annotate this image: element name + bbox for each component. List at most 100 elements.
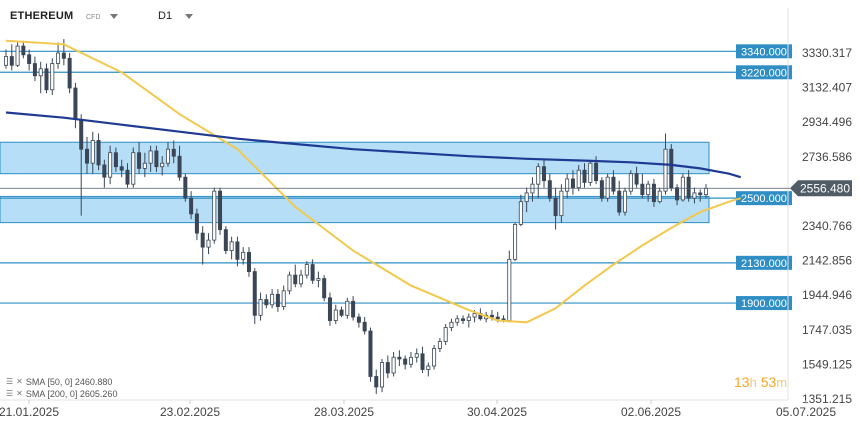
candle-body bbox=[368, 330, 373, 377]
level-tag bbox=[736, 44, 792, 59]
timer-hours: 13 bbox=[734, 374, 750, 390]
candle-body bbox=[362, 321, 367, 332]
candle-body bbox=[316, 278, 321, 281]
candle-body bbox=[113, 152, 118, 168]
candle-body bbox=[461, 318, 466, 321]
timer-minutes: 53 bbox=[760, 374, 777, 390]
candle-body bbox=[84, 148, 89, 164]
candle-body bbox=[345, 300, 350, 316]
y-tick-label: 1747.035 bbox=[802, 323, 852, 337]
candle-body bbox=[108, 152, 113, 178]
candle-body bbox=[686, 176, 691, 199]
level-tag bbox=[736, 255, 792, 270]
indicator-row-sma200: ☰ ✕ SMA [200, 0] 2605.260 bbox=[6, 388, 117, 400]
candle-body bbox=[206, 239, 211, 248]
candle-body bbox=[380, 362, 385, 388]
level-label: 1900.000 bbox=[741, 298, 787, 310]
candle-body bbox=[96, 140, 101, 166]
level-label: 2130.000 bbox=[741, 258, 787, 270]
candle-body bbox=[102, 164, 107, 178]
indicator-label: SMA [200, 0] 2605.260 bbox=[25, 389, 118, 399]
candle-body bbox=[183, 176, 188, 199]
zone-box bbox=[0, 195, 710, 224]
time-axis: 21.01.2025 23.02.2025 28.03.2025 30.04.2025… bbox=[0, 400, 836, 419]
indicator-row-sma50: ☰ ✕ SMA [50, 0] 2460.880 bbox=[6, 376, 117, 388]
candle-body bbox=[443, 327, 448, 342]
x-tick-label: 21.01.2025 bbox=[0, 405, 59, 419]
timeframe-dropdown-icon[interactable] bbox=[185, 14, 193, 19]
candle-body bbox=[403, 358, 408, 365]
candle-body bbox=[177, 155, 182, 178]
candle-body bbox=[466, 316, 471, 321]
candle-body bbox=[698, 192, 703, 196]
candle-body bbox=[218, 190, 223, 231]
candle-body bbox=[160, 162, 165, 168]
candle-body bbox=[200, 232, 205, 248]
timeframe-selector[interactable]: D1 bbox=[158, 10, 173, 22]
candle-body bbox=[547, 180, 552, 199]
candle-body bbox=[333, 309, 338, 321]
y-tick-label: 2934.496 bbox=[802, 115, 852, 129]
candle-body bbox=[252, 271, 257, 316]
candle-body bbox=[489, 314, 494, 318]
remove-icon[interactable]: ✕ bbox=[16, 389, 23, 398]
y-tick-label: 1351.215 bbox=[802, 392, 852, 406]
candle-countdown: 13h 53m bbox=[734, 374, 787, 390]
level-label: 3340.000 bbox=[741, 46, 787, 58]
candle-body bbox=[212, 190, 217, 241]
candle-body bbox=[223, 229, 228, 252]
current-price-label: 2556.480 bbox=[800, 181, 850, 195]
candle-body bbox=[165, 148, 170, 164]
candle-body bbox=[704, 187, 709, 196]
x-tick-label: 28.03.2025 bbox=[314, 405, 374, 419]
candle-body bbox=[640, 183, 645, 196]
candle-body bbox=[570, 178, 575, 189]
sma-lines bbox=[5, 39, 742, 324]
candle-body bbox=[61, 52, 66, 59]
candle-body bbox=[426, 365, 431, 370]
candle-body bbox=[44, 68, 49, 91]
instrument-type: CFD bbox=[86, 14, 101, 21]
candle-body bbox=[339, 309, 344, 316]
candle-body bbox=[432, 348, 437, 367]
candle-body bbox=[513, 223, 518, 260]
candle-body bbox=[137, 152, 142, 169]
indicator-legend: ☰ ✕ SMA [50, 0] 2460.880 ☰ ✕ SMA [200, 0… bbox=[6, 376, 117, 400]
candle-body bbox=[264, 299, 269, 306]
candle-body bbox=[617, 190, 622, 213]
candle-body bbox=[281, 290, 286, 307]
candle-body bbox=[275, 293, 280, 307]
candle-body bbox=[229, 241, 234, 252]
symbol-dropdown-icon[interactable] bbox=[110, 14, 118, 19]
candles bbox=[4, 39, 709, 394]
price-axis: 3330.317 3132.407 2934.496 2736.586 2340.766… bbox=[802, 46, 852, 406]
candle-body bbox=[565, 178, 570, 192]
candle-body bbox=[194, 213, 199, 234]
current-price: 2556.480 bbox=[0, 180, 852, 197]
candle-body bbox=[125, 169, 130, 185]
y-tick-label: 1549.125 bbox=[802, 357, 852, 371]
candle-body bbox=[646, 183, 651, 196]
candle-body bbox=[651, 183, 656, 203]
candle-body bbox=[524, 192, 529, 203]
candle-body bbox=[437, 341, 442, 349]
y-tick-label: 3132.407 bbox=[802, 81, 852, 95]
candle-body bbox=[692, 192, 697, 199]
sma-50-line bbox=[5, 39, 741, 324]
level-tag bbox=[736, 296, 792, 311]
candle-body bbox=[27, 54, 32, 64]
candle-body bbox=[669, 148, 674, 189]
symbol-name[interactable]: ETHEREUM bbox=[10, 10, 74, 22]
remove-icon[interactable]: ✕ bbox=[16, 377, 23, 386]
candle-body bbox=[408, 356, 413, 365]
level-tag bbox=[736, 191, 792, 206]
settings-icon[interactable]: ☰ bbox=[6, 389, 14, 398]
current-price-tag bbox=[790, 180, 852, 197]
candle-body bbox=[594, 162, 599, 182]
x-tick-label: 05.07.2025 bbox=[776, 405, 836, 419]
candle-body bbox=[56, 52, 61, 64]
settings-icon[interactable]: ☰ bbox=[6, 377, 14, 386]
candle-body bbox=[495, 316, 500, 320]
candle-body bbox=[73, 87, 78, 120]
